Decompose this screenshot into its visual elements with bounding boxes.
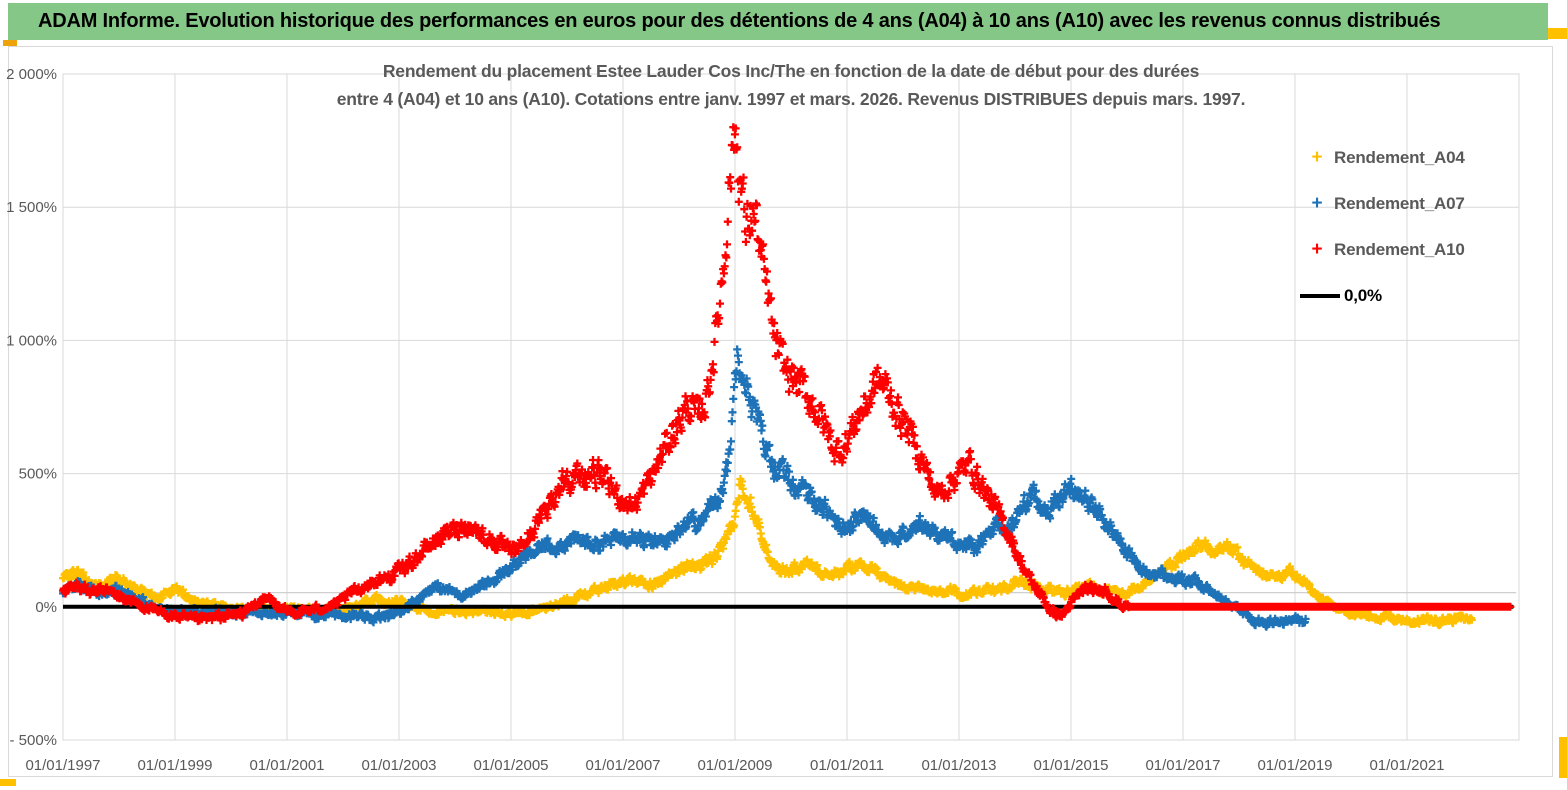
legend-item-zero-line: 0,0% xyxy=(1300,285,1465,307)
legend-item-rendement-a07: + Rendement_A07 xyxy=(1300,193,1465,215)
x-axis-label: 01/01/2015 xyxy=(1033,757,1108,774)
x-axis-label: 01/01/2007 xyxy=(585,757,660,774)
chart-title: Rendement du placement Estee Lauder Cos … xyxy=(63,57,1519,113)
legend-label: Rendement_A04 xyxy=(1334,148,1465,167)
cell-highlight-bottom-left xyxy=(0,779,16,786)
legend: + Rendement_A04 + Rendement_A07 + Rendem… xyxy=(1300,147,1465,331)
chart-title-line2: entre 4 (A04) et 10 ans (A10). Cotations… xyxy=(336,89,1246,109)
legend-label: Rendement_A07 xyxy=(1334,194,1465,213)
x-axis-label: 01/01/2001 xyxy=(249,757,324,774)
x-axis-label: 01/01/2011 xyxy=(810,757,884,774)
x-axis-label: 01/01/2021 xyxy=(1369,757,1444,774)
x-axis-label: 01/01/2013 xyxy=(921,757,996,774)
series-rendement_a10 xyxy=(59,123,1515,626)
x-axis-label: 01/01/1999 xyxy=(137,757,212,774)
x-axis-label: 01/01/2009 xyxy=(697,757,772,774)
legend-label: 0,0% xyxy=(1344,286,1382,305)
x-axis-label: 01/01/1997 xyxy=(25,757,100,774)
x-axis-label: 01/01/2005 xyxy=(473,757,548,774)
zero-line-marker-icon xyxy=(1300,294,1340,298)
legend-item-rendement-a10: + Rendement_A10 xyxy=(1300,239,1465,261)
y-axis-label: 2 000% xyxy=(6,66,57,83)
cell-highlight-bottom-right xyxy=(1559,737,1567,778)
plus-marker-icon: + xyxy=(1311,239,1323,260)
header-title: ADAM Informe. Evolution historique des p… xyxy=(38,10,1441,32)
x-axis-label: 01/01/2017 xyxy=(1145,757,1220,774)
x-axis-label: 01/01/2003 xyxy=(361,757,436,774)
chart-title-line1: Rendement du placement Estee Lauder Cos … xyxy=(382,61,1200,81)
plus-marker-icon: + xyxy=(1311,193,1323,214)
legend-item-rendement-a04: + Rendement_A04 xyxy=(1300,147,1465,169)
cell-highlight-top-left xyxy=(3,40,17,46)
y-axis-label: - 500% xyxy=(9,732,57,749)
y-axis-label: 0% xyxy=(35,599,57,616)
plot-border xyxy=(62,73,1520,741)
cell-highlight-top-right xyxy=(1548,28,1567,39)
legend-label: Rendement_A10 xyxy=(1334,240,1465,259)
plus-marker-icon: + xyxy=(1311,147,1323,168)
y-axis-label: 1 000% xyxy=(6,332,57,349)
x-axis-label: 01/01/2019 xyxy=(1257,757,1332,774)
header-bar: ADAM Informe. Evolution historique des p… xyxy=(8,3,1548,40)
y-axis-label: 500% xyxy=(19,466,57,483)
y-axis-label: 1 500% xyxy=(6,199,57,216)
